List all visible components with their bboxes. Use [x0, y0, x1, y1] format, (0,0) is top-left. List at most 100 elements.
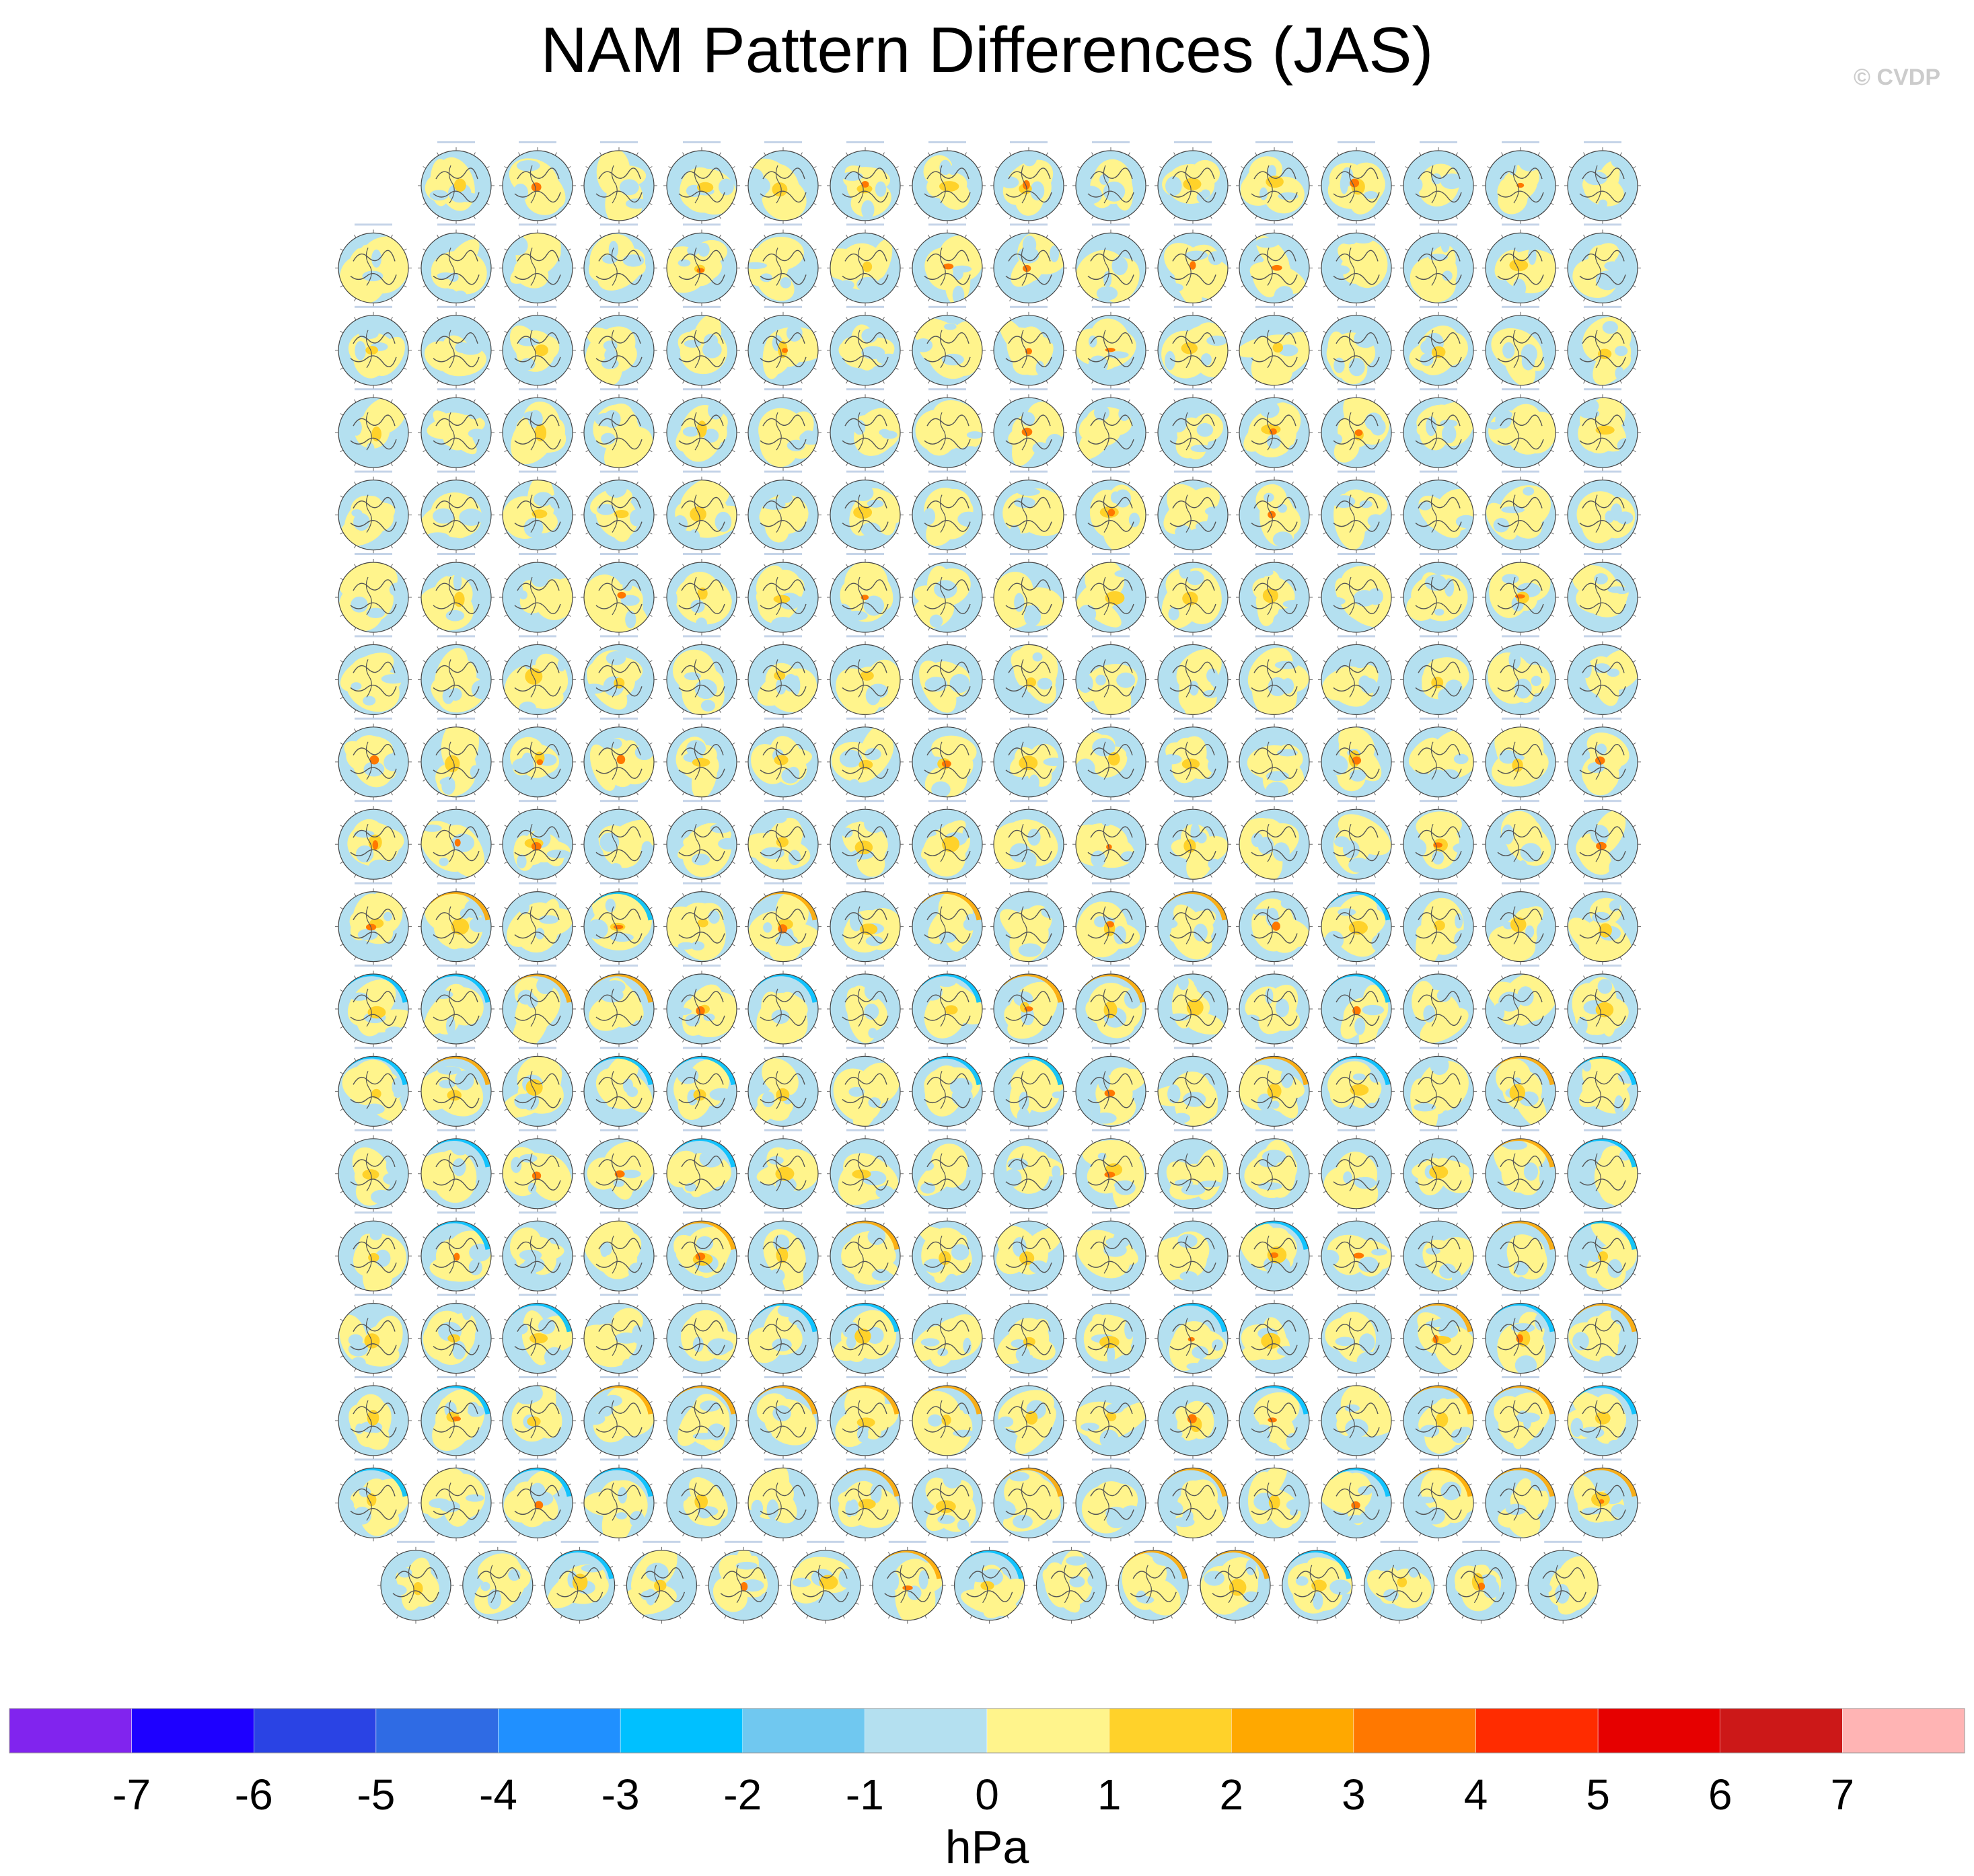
map-panel [1400, 305, 1477, 389]
map-panel [1155, 717, 1231, 800]
map-panel [990, 1211, 1067, 1295]
map-panel [1072, 1211, 1149, 1295]
colorbar-swatch [865, 1708, 988, 1754]
map-panel [663, 553, 740, 636]
map-panel [1482, 553, 1559, 636]
map-panel [1155, 635, 1231, 718]
map-panel [1482, 635, 1559, 718]
map-panel [1564, 141, 1641, 224]
map-panel [1072, 965, 1149, 1047]
map-panel [745, 800, 821, 883]
colorbar-swatch [1231, 1708, 1354, 1754]
map-panel [1318, 965, 1395, 1047]
map-panel [581, 553, 657, 636]
colorbar-tick-label: 5 [1586, 1770, 1610, 1819]
map-panel [990, 1129, 1067, 1212]
colorbar-swatch [1720, 1708, 1843, 1754]
map-panel [1236, 635, 1313, 718]
map-panel [418, 635, 495, 718]
map-panel [1564, 470, 1641, 554]
map-panel [909, 882, 986, 965]
map-panel [1482, 1129, 1559, 1212]
map-panel [1072, 800, 1149, 883]
colorbar-tick-label: -4 [479, 1770, 517, 1819]
map-panel [1400, 1129, 1477, 1212]
map-panel [1072, 305, 1149, 389]
map-panel [499, 635, 576, 718]
map-panel [581, 141, 657, 224]
map-panel [1072, 223, 1149, 307]
colorbar-swatch [498, 1708, 621, 1754]
map-panel [335, 1376, 412, 1459]
map-panel [418, 141, 495, 224]
map-panel [1155, 305, 1231, 389]
map-panel [1482, 305, 1559, 389]
map-panel [1236, 388, 1313, 472]
map-panel [827, 223, 904, 307]
colorbar-unit-label: hPa [945, 1821, 1029, 1873]
colorbar-tick-label: 4 [1464, 1770, 1488, 1819]
map-panel [335, 1293, 412, 1377]
map-panel [418, 1047, 495, 1130]
map-panel [990, 1293, 1067, 1377]
map-panel [1400, 1211, 1477, 1295]
map-panel [499, 388, 576, 472]
map-panel [1155, 223, 1231, 307]
map-panel [335, 1047, 412, 1130]
map-panel [1564, 882, 1641, 965]
map-panel [990, 1047, 1067, 1130]
map-panel [745, 1293, 821, 1377]
map-panel [909, 553, 986, 636]
colorbar-swatch [1109, 1708, 1232, 1754]
map-panel [1236, 141, 1313, 224]
map-panel [418, 470, 495, 554]
colorbar-swatch [1353, 1708, 1476, 1754]
map-panel [909, 141, 986, 224]
map-panel [1236, 1211, 1313, 1295]
colorbar-swatch [742, 1708, 865, 1754]
map-panel [663, 141, 740, 224]
map-panel [1318, 305, 1395, 389]
map-panel [1482, 1047, 1559, 1130]
map-panel [1318, 223, 1395, 307]
map-panel [581, 1211, 657, 1295]
map-panel [581, 1129, 657, 1212]
map-panel [1400, 388, 1477, 472]
map-panel [990, 470, 1067, 554]
map-panel [1318, 470, 1395, 554]
map-panel [827, 388, 904, 472]
map-panel [499, 1211, 576, 1295]
map-panel [990, 388, 1067, 472]
map-panel [499, 141, 576, 224]
map-panel [745, 965, 821, 1047]
map-panel [745, 1047, 821, 1130]
map-panel [1236, 1293, 1313, 1377]
map-panel [1564, 717, 1641, 800]
map-panel [1155, 965, 1231, 1047]
map-panel [335, 388, 412, 472]
map-panel [581, 223, 657, 307]
map-panel [1072, 635, 1149, 718]
map-panel [909, 1211, 986, 1295]
map-panel [663, 1293, 740, 1377]
map-panel [663, 305, 740, 389]
map-panel [1072, 1293, 1149, 1377]
map-panel [1400, 1293, 1477, 1377]
map-panel [1155, 1129, 1231, 1212]
map-panel [909, 388, 986, 472]
map-panel [990, 553, 1067, 636]
map-panel [1318, 141, 1395, 224]
map-panel [335, 882, 412, 965]
map-panel [581, 635, 657, 718]
map-panel [1072, 882, 1149, 965]
map-panel [663, 800, 740, 883]
map-panel [335, 717, 412, 800]
map-panel [1236, 553, 1313, 636]
map-panel [827, 1129, 904, 1212]
map-panel [827, 717, 904, 800]
map-panel [1400, 965, 1477, 1047]
map-panel [827, 305, 904, 389]
map-panel [1072, 553, 1149, 636]
map-panel [1564, 1047, 1641, 1130]
map-panel [909, 800, 986, 883]
